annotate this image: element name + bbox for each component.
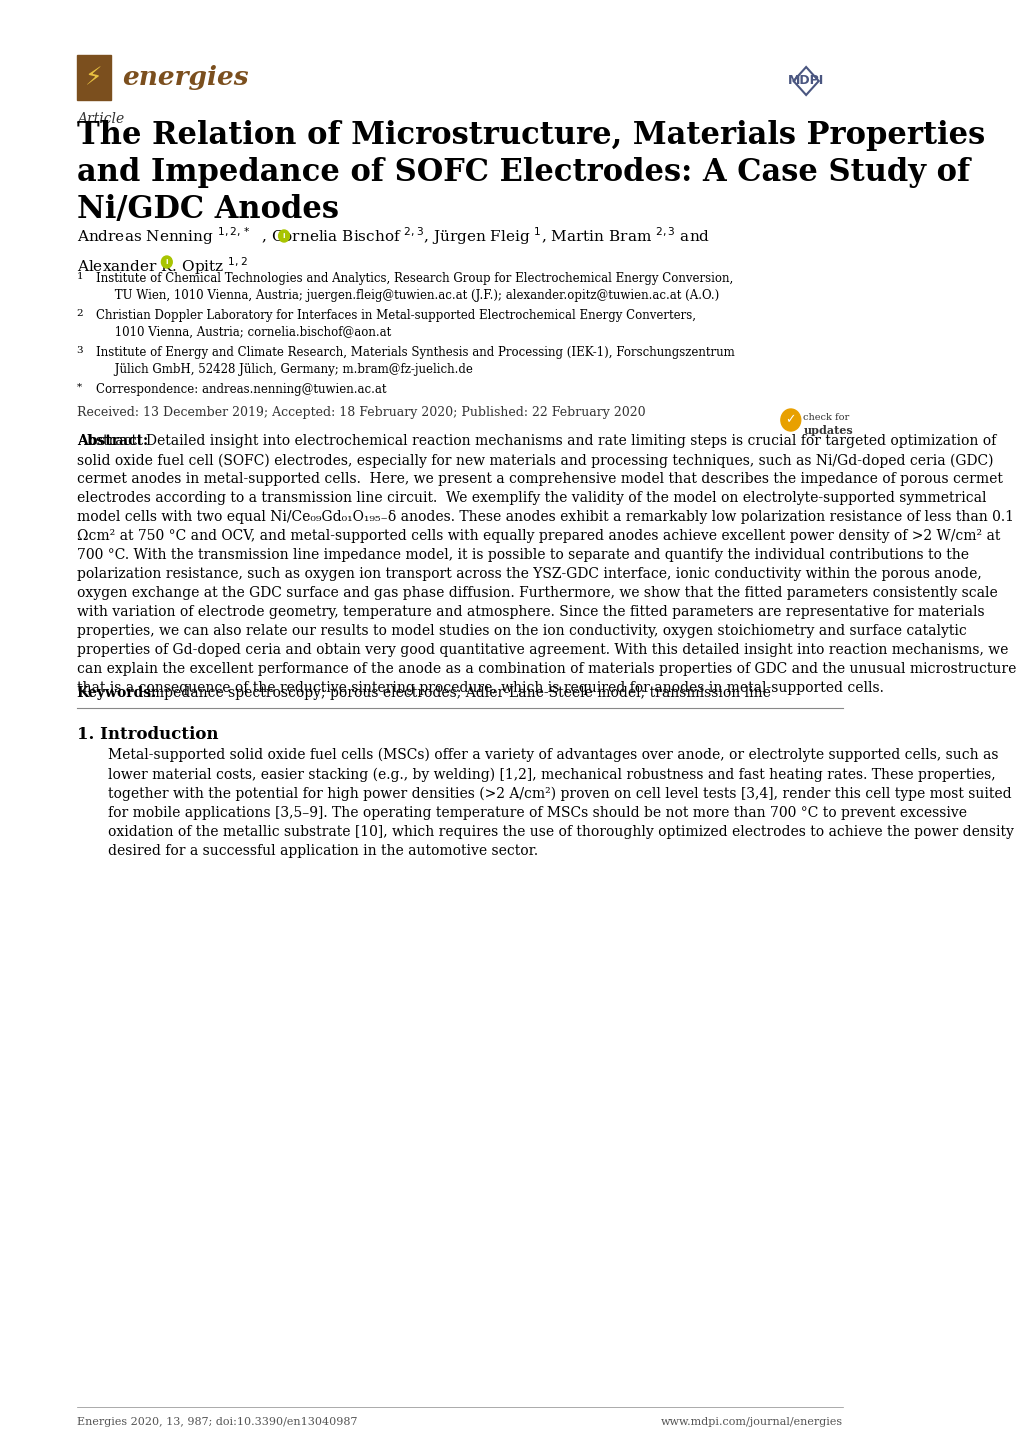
Text: impedance spectroscopy; porous electrodes; Adler-Lane-Steele model; transmission: impedance spectroscopy; porous electrode… — [142, 686, 769, 699]
Text: *: * — [76, 384, 82, 392]
Text: Energies 2020, 13, 987; doi:10.3390/en13040987: Energies 2020, 13, 987; doi:10.3390/en13… — [76, 1417, 357, 1428]
Text: Correspondence: andreas.nenning@tuwien.ac.at: Correspondence: andreas.nenning@tuwien.a… — [97, 384, 386, 397]
Text: i: i — [165, 260, 168, 265]
Text: updates: updates — [803, 425, 852, 435]
Text: 3: 3 — [76, 346, 84, 355]
Text: MDPI: MDPI — [788, 75, 823, 88]
Text: Metal-supported solid oxide fuel cells (MSCs) offer a variety of advantages over: Metal-supported solid oxide fuel cells (… — [108, 748, 1013, 858]
Text: check for: check for — [803, 412, 849, 423]
Text: Article: Article — [76, 112, 123, 125]
Text: i: i — [282, 234, 285, 239]
Circle shape — [781, 410, 800, 431]
Text: energies: energies — [121, 65, 248, 91]
Text: 2: 2 — [76, 309, 84, 319]
Text: ⚡: ⚡ — [85, 66, 103, 89]
Text: Institute of Chemical Technologies and Analytics, Research Group for Electrochem: Institute of Chemical Technologies and A… — [97, 273, 733, 301]
Text: ✓: ✓ — [785, 414, 795, 427]
Text: www.mdpi.com/journal/energies: www.mdpi.com/journal/energies — [660, 1417, 843, 1428]
Text: Christian Doppler Laboratory for Interfaces in Metal-supported Electrochemical E: Christian Doppler Laboratory for Interfa… — [97, 309, 696, 339]
Text: Keywords:: Keywords: — [76, 686, 157, 699]
Text: The Relation of Microstructure, Materials Properties
and Impedance of SOFC Elect: The Relation of Microstructure, Material… — [76, 120, 984, 225]
Text: Received: 13 December 2019; Accepted: 18 February 2020; Published: 22 February 2: Received: 13 December 2019; Accepted: 18… — [76, 407, 645, 420]
Text: Abstract:: Abstract: — [76, 434, 148, 448]
Text: 1: 1 — [76, 273, 84, 281]
Text: Andreas Nenning $^{1,2,*}$  , Cornelia Bischof $^{2,3}$, Jürgen Fleig $^{1}$, Ma: Andreas Nenning $^{1,2,*}$ , Cornelia Bi… — [76, 225, 709, 277]
Text: 1. Introduction: 1. Introduction — [76, 725, 218, 743]
Circle shape — [278, 231, 289, 242]
Bar — [76, 55, 111, 99]
Circle shape — [161, 257, 172, 268]
Text: Abstract: Detailed insight into electrochemical reaction mechanisms and rate lim: Abstract: Detailed insight into electroc… — [76, 434, 1015, 695]
Text: Institute of Energy and Climate Research, Materials Synthesis and Processing (IE: Institute of Energy and Climate Research… — [97, 346, 735, 376]
